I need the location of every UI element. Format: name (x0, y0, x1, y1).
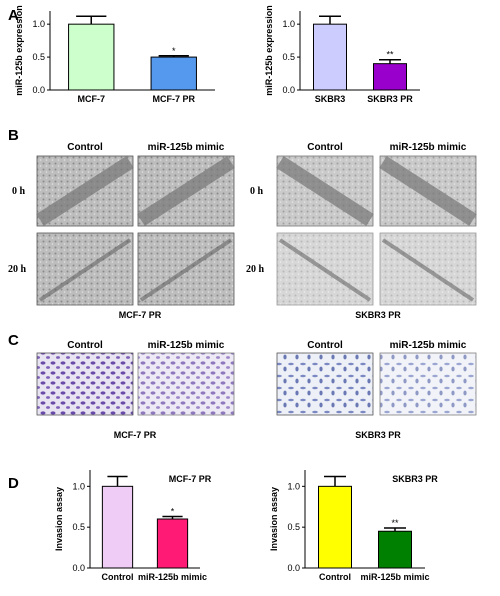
wound-gaps (38, 238, 475, 302)
row-label: 0 h (250, 186, 264, 197)
caption: MCF-7 PR (114, 430, 157, 440)
significance: * (171, 507, 175, 517)
column-header: miR-125b mimic (390, 340, 467, 351)
y-tick-label: 1.0 (72, 481, 85, 491)
significance: ** (386, 50, 394, 60)
y-axis-label: miR-125b expression (264, 5, 274, 96)
y-tick-label: 1.0 (32, 19, 45, 29)
micrograph (379, 352, 477, 416)
panel-label: C (8, 332, 19, 349)
y-tick-label: 0.0 (72, 563, 85, 573)
significance: * (172, 46, 176, 56)
column-header: miR-125b mimic (390, 142, 467, 153)
panel-label: B (8, 127, 19, 144)
wound-images (36, 155, 477, 306)
y-tick-label: 1.0 (282, 19, 295, 29)
x-tick-label: SKBR3 (315, 94, 346, 104)
y-tick-label: 0.0 (287, 563, 300, 573)
x-tick-label: Control (319, 572, 351, 582)
y-tick-label: 0.5 (282, 52, 295, 62)
column-header: miR-125b mimic (148, 142, 225, 153)
column-header: miR-125b mimic (148, 340, 225, 351)
y-axis-label: Invasion assay (54, 487, 64, 551)
row-label: 0 h (12, 186, 26, 197)
x-tick-label: SKBR3 PR (367, 94, 413, 104)
panel-label: A (8, 7, 19, 24)
x-tick-label: MCF-7 (78, 94, 106, 104)
row-label: 20 h (8, 264, 27, 275)
bar (156, 518, 189, 569)
micrograph (36, 352, 134, 416)
y-tick-label: 0.0 (32, 85, 45, 95)
bar (378, 530, 412, 569)
column-header: Control (307, 142, 343, 153)
x-tick-label: miR-125b mimic (138, 572, 207, 582)
invasion-images (36, 352, 477, 416)
y-tick-label: 0.5 (72, 522, 85, 532)
micrograph (137, 352, 235, 416)
x-tick-label: MCF-7 PR (153, 94, 196, 104)
x-tick-label: miR-125b mimic (360, 572, 429, 582)
column-header: Control (307, 340, 343, 351)
bar (101, 485, 134, 569)
caption: MCF-7 PR (119, 310, 162, 320)
row-label: 20 h (246, 264, 265, 275)
bar (318, 485, 352, 569)
column-header: Control (67, 340, 103, 351)
y-tick-label: 1.0 (287, 481, 300, 491)
y-tick-label: 0.5 (287, 522, 300, 532)
panel-label: D (8, 475, 19, 492)
caption: SKBR3 PR (355, 310, 401, 320)
y-axis-label: Invasion assay (269, 487, 279, 551)
wound-gaps (36, 156, 477, 226)
column-header: Control (67, 142, 103, 153)
bar (150, 56, 197, 91)
chart-title: MCF-7 PR (169, 474, 212, 484)
y-tick-label: 0.0 (282, 85, 295, 95)
significance: ** (391, 518, 399, 528)
x-tick-label: Control (102, 572, 134, 582)
chart-title: SKBR3 PR (392, 474, 438, 484)
caption: SKBR3 PR (355, 430, 401, 440)
y-tick-label: 0.5 (32, 52, 45, 62)
bar (68, 23, 115, 91)
y-axis-label: miR-125b expression (14, 5, 24, 96)
micrograph (276, 352, 374, 416)
bar (313, 23, 347, 91)
bar (373, 63, 407, 91)
